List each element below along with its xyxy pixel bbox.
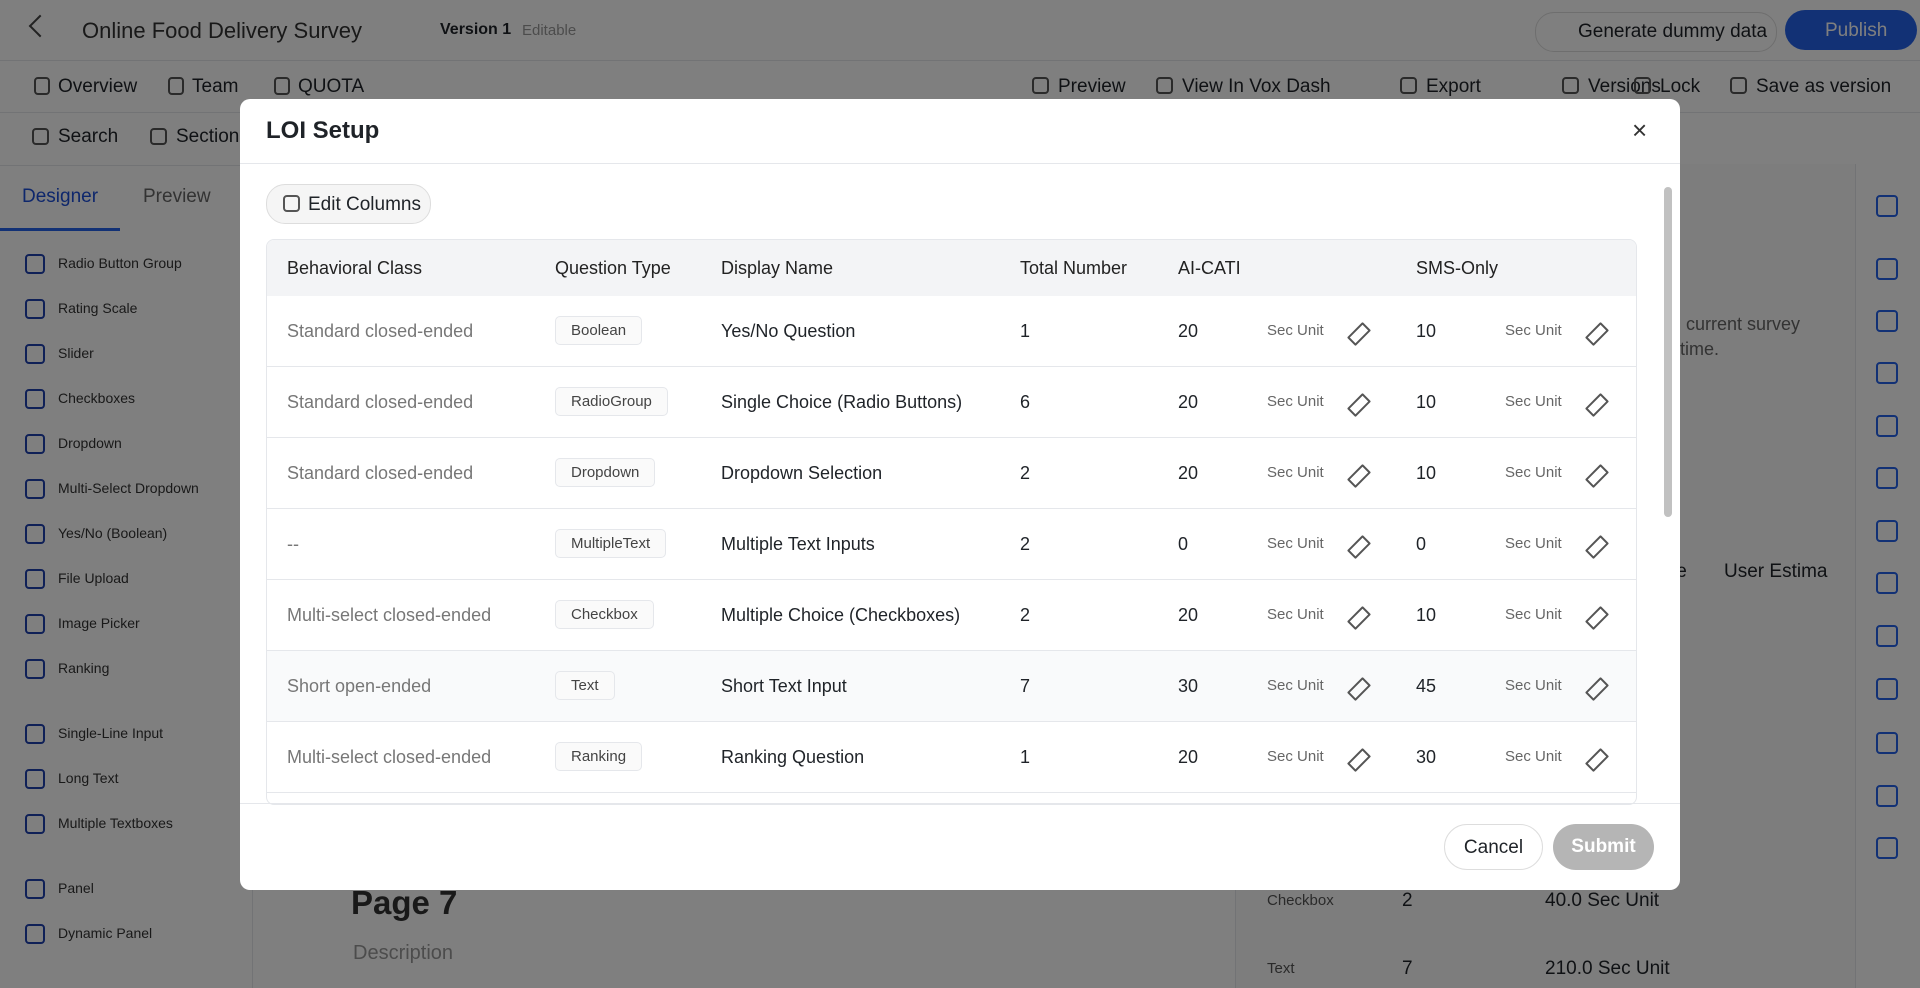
unit-label: Sec Unit: [1505, 322, 1562, 339]
behavioral-class: Multi-select closed-ended: [287, 605, 492, 625]
unit-label: Sec Unit: [1505, 464, 1562, 481]
header-divider: [240, 163, 1680, 164]
loi-input[interactable]: 45: [1416, 676, 1437, 696]
column-header: Total Number: [1020, 258, 1128, 278]
display-name: Yes/No Question: [721, 321, 856, 341]
total-number: 6: [1020, 392, 1031, 412]
table-row: [267, 438, 1636, 509]
unit-label: Sec Unit: [1267, 748, 1324, 765]
footer-divider: [240, 803, 1680, 804]
edit-columns-button[interactable]: Edit Columns: [266, 184, 431, 224]
type-badge: RadioGroup: [555, 387, 668, 416]
total-number: 1: [1020, 321, 1031, 341]
unit-label: Sec Unit: [1267, 393, 1324, 410]
table-row: [267, 509, 1636, 580]
loi-input[interactable]: 10: [1416, 463, 1437, 483]
behavioral-class: Standard closed-ended: [287, 392, 474, 412]
display-name: Short Text Input: [721, 676, 847, 696]
table-row: [267, 722, 1636, 793]
column-header: SMS-Only: [1416, 258, 1499, 278]
type-badge: Dropdown: [555, 458, 656, 487]
behavioral-class: Short open-ended: [287, 676, 432, 696]
unit-label: Sec Unit: [1505, 748, 1562, 765]
display-name: Ranking Question: [721, 747, 865, 767]
unit-label: Sec Unit: [1505, 677, 1562, 694]
loi-input[interactable]: 30: [1178, 676, 1199, 696]
unit-label: Sec Unit: [1505, 606, 1562, 623]
display-name: Single Choice (Radio Buttons): [721, 392, 963, 412]
unit-label: Sec Unit: [1505, 535, 1562, 552]
column-header: Behavioral Class: [287, 258, 423, 278]
table-row: [267, 580, 1636, 651]
unit-label: Sec Unit: [1267, 606, 1324, 623]
display-name: Multiple Choice (Checkboxes): [721, 605, 961, 625]
type-badge: MultipleText: [555, 529, 667, 558]
modal-title: LOI Setup: [266, 117, 380, 144]
type-badge: Ranking: [555, 742, 643, 771]
table-row: [267, 296, 1636, 367]
type-badge: Text: [555, 671, 615, 700]
type-badge: Checkbox: [555, 600, 654, 629]
scroll-thumb: [1664, 187, 1672, 517]
loi-input[interactable]: 30: [1416, 747, 1437, 767]
loi-input[interactable]: 0: [1416, 534, 1427, 554]
total-number: 2: [1020, 605, 1031, 625]
close-button[interactable]: ×: [1632, 115, 1648, 145]
unit-label: Sec Unit: [1267, 322, 1324, 339]
table-row: [267, 651, 1636, 722]
loi-input[interactable]: 20: [1178, 605, 1199, 625]
unit-label: Sec Unit: [1505, 393, 1562, 410]
column-header: AI-CATI: [1178, 258, 1241, 278]
behavioral-class: Multi-select closed-ended: [287, 747, 492, 767]
behavioral-class: Standard closed-ended: [287, 321, 474, 341]
total-number: 2: [1020, 534, 1031, 554]
behavioral-class: Standard closed-ended: [287, 463, 474, 483]
column-header: Display Name: [721, 258, 834, 278]
cancel-label: Cancel: [1463, 837, 1524, 858]
unit-label: Sec Unit: [1267, 464, 1324, 481]
submit-label: Submit: [1571, 836, 1636, 857]
table: Behavioral Class Question Type Display Nam…: [266, 239, 1637, 805]
total-number: 2: [1020, 463, 1031, 483]
behavioral-class: --: [287, 534, 299, 554]
cancel-button[interactable]: Cancel: [1444, 824, 1543, 870]
display-name: Dropdown Selection: [721, 463, 883, 483]
loi-input[interactable]: 10: [1416, 605, 1437, 625]
loi-input[interactable]: 0: [1178, 534, 1189, 554]
total-number: 7: [1020, 676, 1031, 696]
display-name: Multiple Text Inputs: [721, 534, 875, 554]
modal: LOI Setup × Edit Columns Behavioral Class Qu…: [240, 99, 1680, 890]
loi-input[interactable]: 20: [1178, 321, 1199, 341]
submit-button[interactable]: Submit: [1553, 824, 1654, 870]
loi-input[interactable]: 20: [1178, 463, 1199, 483]
loi-input[interactable]: 10: [1416, 321, 1437, 341]
table-row: [267, 367, 1636, 438]
type-badge: Boolean: [555, 316, 643, 345]
loi-input[interactable]: 20: [1178, 747, 1199, 767]
loi-input[interactable]: 10: [1416, 392, 1437, 412]
edit-icon: [283, 195, 300, 212]
total-number: 1: [1020, 747, 1031, 767]
column-header: Question Type: [555, 258, 671, 278]
loi-input[interactable]: 20: [1178, 392, 1199, 412]
unit-label: Sec Unit: [1267, 677, 1324, 694]
unit-label: Sec Unit: [1267, 535, 1324, 552]
edit-columns-label: Edit Columns: [308, 194, 421, 215]
